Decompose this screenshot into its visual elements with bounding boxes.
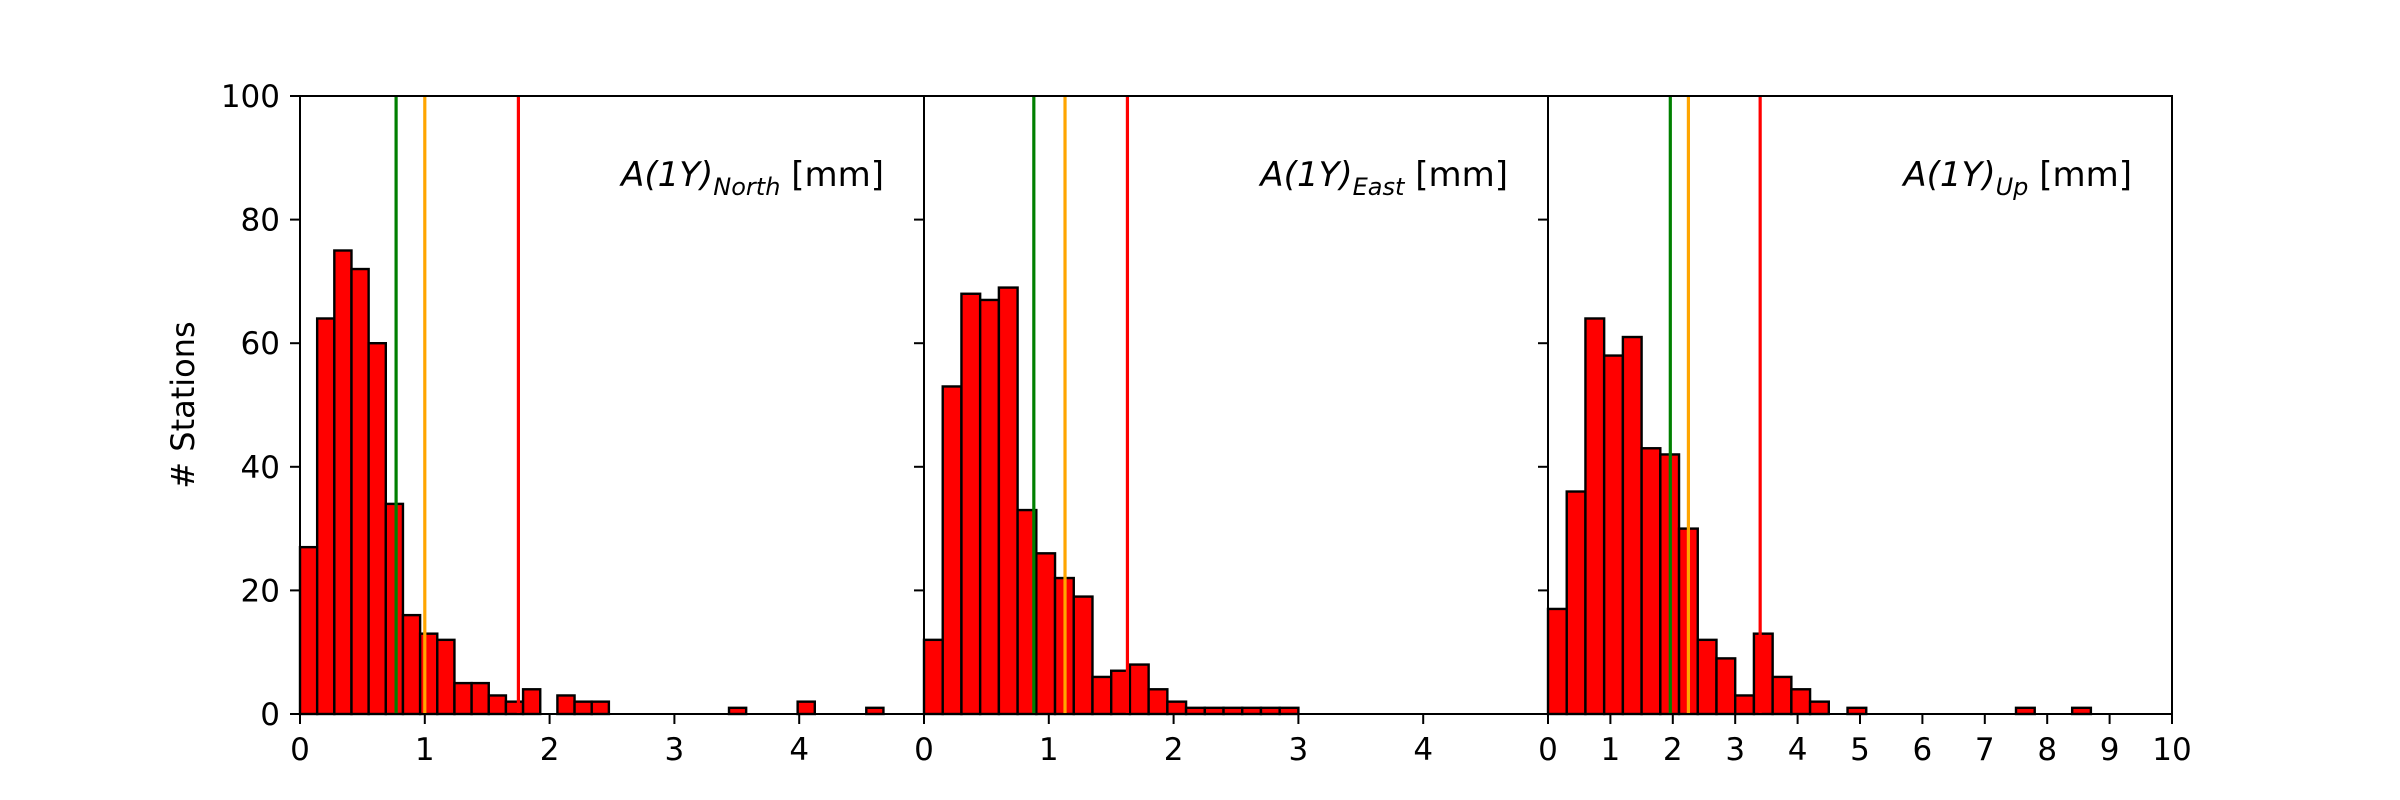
- histogram-bar: [573, 700, 593, 716]
- histogram-bar: [384, 502, 405, 716]
- histogram-bar: [453, 681, 473, 716]
- x-tick-label: 8: [2037, 732, 2057, 768]
- histogram-bar: [922, 638, 944, 716]
- histogram-bar: [556, 694, 576, 716]
- y-axis-label: # Stations: [164, 321, 202, 488]
- histogram-bar: [978, 298, 1001, 716]
- histogram-bar: [1546, 607, 1568, 716]
- histogram-bar: [1091, 675, 1113, 716]
- histogram-bar: [590, 700, 611, 716]
- y-tick-label: 80: [241, 203, 280, 239]
- x-tick-label: 1: [415, 732, 435, 768]
- histogram-bar: [1128, 663, 1150, 716]
- panel-title-main: A(1Y): [619, 155, 713, 195]
- x-tick-label: 10: [2152, 732, 2191, 768]
- histogram-bar: [315, 317, 336, 716]
- histogram-bar: [1696, 638, 1718, 716]
- histogram-bar: [1166, 700, 1188, 716]
- x-tick-label: 3: [1725, 732, 1745, 768]
- panel-title-unit: [mm]: [2028, 155, 2132, 195]
- histogram-bar: [941, 385, 963, 716]
- panel-title-subscript: North: [713, 173, 780, 201]
- x-tick-label: 2: [1663, 732, 1683, 768]
- histogram-bar: [504, 700, 525, 716]
- histogram-bar: [470, 681, 490, 716]
- x-tick-label: 9: [2100, 732, 2120, 768]
- x-tick-label: 4: [789, 732, 809, 768]
- histogram-bar: [796, 700, 817, 716]
- y-tick-label: 100: [221, 79, 280, 115]
- histogram-bar: [1035, 552, 1057, 716]
- x-tick-label: 0: [914, 732, 934, 768]
- x-tick-label: 4: [1413, 732, 1433, 768]
- histogram-bar: [1640, 447, 1662, 716]
- x-tick-label: 3: [665, 732, 685, 768]
- x-tick-label: 2: [540, 732, 560, 768]
- histogram-bar: [1584, 317, 1606, 716]
- y-tick-label: 40: [241, 450, 280, 486]
- x-tick-label: 5: [1850, 732, 1870, 768]
- histogram-bar: [487, 694, 508, 716]
- panel-up: 0 1 2 3 4 5 6 7 8 9 10 A(1Y)Up [mm]: [1538, 95, 2192, 768]
- panel-title-main: A(1Y): [1258, 155, 1352, 195]
- histogram-bar: [1752, 632, 1774, 716]
- histogram-bar: [418, 632, 439, 716]
- histogram-bar: [401, 613, 422, 716]
- y-tick-label: 60: [241, 326, 280, 362]
- histogram-bar: [350, 267, 370, 716]
- panel-east: 0 1 2 3 4 A(1Y)East [mm]: [914, 95, 1549, 768]
- panel-title: A(1Y)North [mm]: [619, 155, 884, 201]
- histogram-bar: [1733, 694, 1756, 716]
- x-tick-label: 6: [1913, 732, 1933, 768]
- histogram-bar: [1602, 354, 1625, 716]
- histogram-bar: [1147, 688, 1169, 716]
- x-tick-label: 1: [1039, 732, 1059, 768]
- x-tick-label: 4: [1788, 732, 1808, 768]
- histogram-bar: [1808, 700, 1830, 716]
- histogram-bar: [436, 638, 456, 716]
- histogram-bar: [1565, 490, 1587, 716]
- histogram-bar: [1715, 657, 1737, 716]
- x-tick-label: 7: [1975, 732, 1995, 768]
- histogram-bar: [1072, 595, 1094, 716]
- x-tick-label: 3: [1289, 732, 1309, 768]
- histogram-bar: [1621, 335, 1643, 716]
- panel-title-main: A(1Y): [1901, 155, 1995, 195]
- panel-title-subscript: East: [1353, 173, 1406, 201]
- panel-title-subscript: Up: [1996, 173, 2029, 201]
- histogram-bar: [367, 342, 388, 716]
- histogram-bar: [1790, 688, 1812, 716]
- histogram-bar: [960, 292, 982, 716]
- panel-title-unit: [mm]: [780, 155, 884, 195]
- y-tick-label: 0: [260, 697, 280, 733]
- histogram-bar: [521, 688, 542, 716]
- x-tick-label: 0: [290, 732, 310, 768]
- panel-title: A(1Y)Up [mm]: [1901, 155, 2132, 201]
- x-tick-label: 1: [1601, 732, 1621, 768]
- histogram-bar: [298, 545, 319, 716]
- x-tick-label: 2: [1164, 732, 1184, 768]
- panel-title-unit: [mm]: [1404, 155, 1508, 195]
- x-tick-label: 0: [1538, 732, 1558, 768]
- histogram-bar: [333, 249, 353, 716]
- histogram-bar: [997, 286, 1019, 716]
- y-tick-label: 20: [241, 573, 280, 609]
- histogram-bar: [1771, 675, 1793, 716]
- panel-title: A(1Y)East [mm]: [1258, 155, 1508, 201]
